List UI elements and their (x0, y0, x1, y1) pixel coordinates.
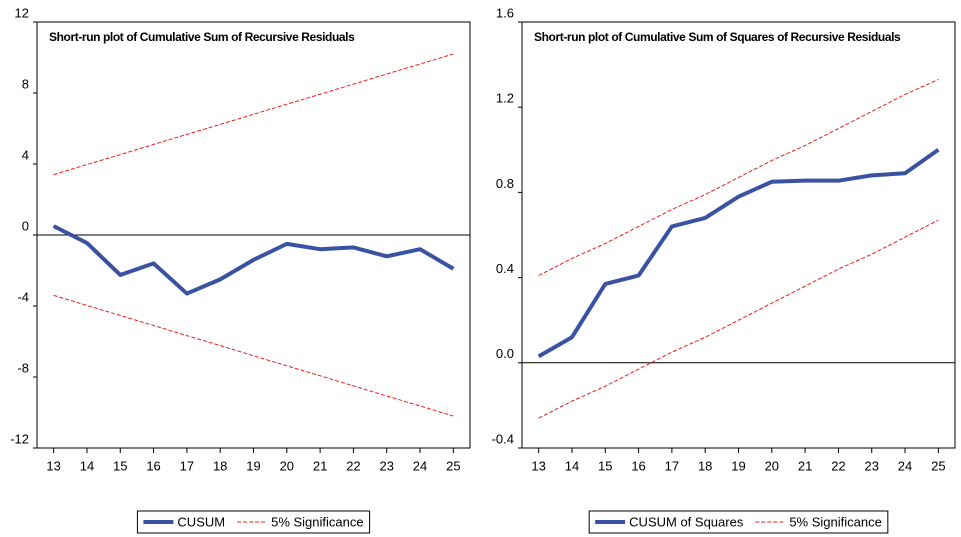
y-tick-label: 0 (22, 218, 29, 233)
y-tick-label: -0.4 (492, 431, 514, 446)
x-tick-label: 13 (46, 458, 60, 473)
y-tick-label: 8 (22, 76, 29, 91)
x-tick-label: 18 (213, 458, 227, 473)
x-tick-label: 22 (831, 458, 845, 473)
x-tick-label: 20 (280, 458, 294, 473)
x-tick-label: 21 (313, 458, 327, 473)
x-tick-label: 17 (665, 458, 679, 473)
x-tick-label: 18 (698, 458, 712, 473)
y-tick-label: 1.6 (496, 5, 514, 20)
series-line (538, 219, 939, 419)
legend: CUSUM 5% Significance (136, 510, 371, 534)
legend-label: 5% Significance (271, 514, 364, 529)
x-tick-label: 19 (246, 458, 260, 473)
legend-label: CUSUM (177, 514, 225, 529)
plot-area (521, 21, 956, 449)
series-line (537, 148, 940, 359)
x-tick-label: 15 (598, 458, 612, 473)
series-line (53, 53, 454, 176)
legend-box (136, 510, 371, 534)
x-tick-label: 23 (864, 458, 878, 473)
x-tick-label: 17 (180, 458, 194, 473)
x-tick-label: 19 (731, 458, 745, 473)
x-tick-label: 13 (531, 458, 545, 473)
y-tick-label: 0.4 (496, 261, 514, 276)
legend-label: CUSUM of Squares (629, 514, 744, 529)
x-tick-label: 14 (80, 458, 94, 473)
legend-box (588, 510, 889, 534)
series-line (538, 79, 939, 276)
y-tick-label: 12 (15, 5, 29, 20)
x-tick-label: 14 (565, 458, 579, 473)
y-tick-label: -8 (17, 360, 29, 375)
x-tick-label: 24 (898, 458, 912, 473)
x-tick-label: 24 (413, 458, 427, 473)
x-tick-label: 22 (346, 458, 360, 473)
x-tick-label: 20 (765, 458, 779, 473)
y-tick-label: 4 (22, 147, 29, 162)
y-tick-label: 1.2 (496, 91, 514, 106)
chart-title: Short-run plot of Cumulative Sum of Recu… (49, 30, 355, 44)
legend-label: 5% Significance (789, 514, 882, 529)
y-tick-label: -4 (17, 289, 29, 304)
x-tick-label: 15 (113, 458, 127, 473)
x-tick-label: 25 (446, 458, 460, 473)
x-tick-label: 16 (631, 458, 645, 473)
x-tick-label: 21 (798, 458, 812, 473)
y-tick-label: -12 (10, 431, 29, 446)
legend: CUSUM of Squares 5% Significance (588, 510, 889, 534)
series-line (53, 294, 454, 417)
y-tick-label: 0.0 (496, 346, 514, 361)
x-tick-label: 16 (146, 458, 160, 473)
x-tick-label: 25 (931, 458, 945, 473)
y-tick-label: 0.8 (496, 176, 514, 191)
chart-title: Short-run plot of Cumulative Sum of Squa… (534, 30, 901, 44)
series-line (52, 224, 455, 296)
x-tick-label: 23 (379, 458, 393, 473)
